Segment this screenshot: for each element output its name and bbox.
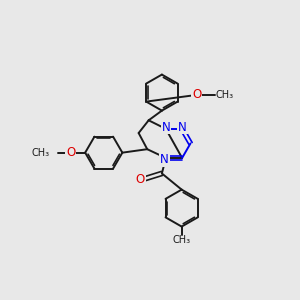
Text: N: N [161,121,170,134]
Text: CH₃: CH₃ [31,148,49,158]
Text: CH₃: CH₃ [215,90,233,100]
Text: O: O [66,146,75,159]
Text: O: O [192,88,201,101]
Text: CH₃: CH₃ [172,235,191,245]
Text: N: N [160,153,169,166]
Text: O: O [136,173,145,186]
Text: N: N [178,121,187,134]
